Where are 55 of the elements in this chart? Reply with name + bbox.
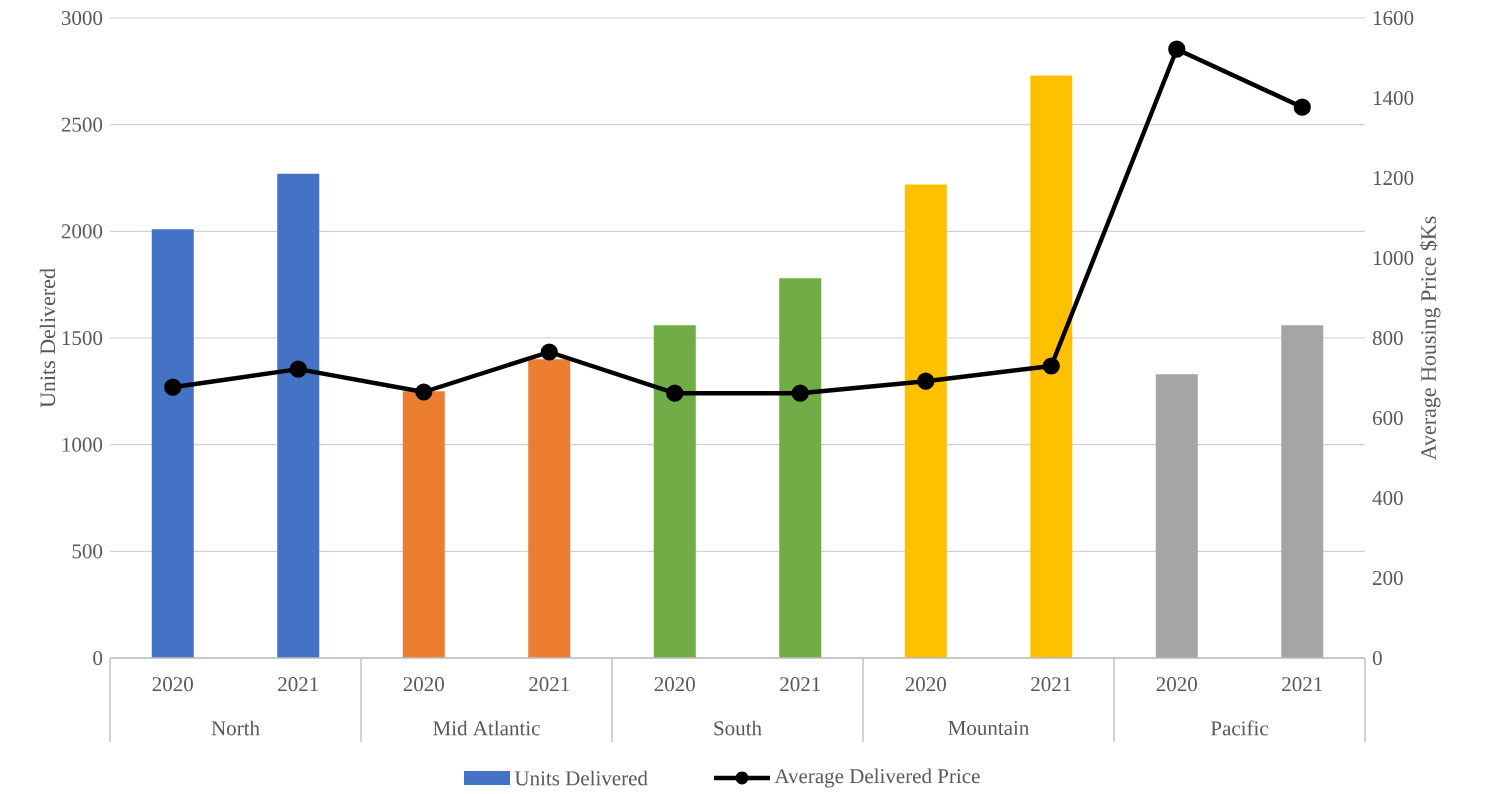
y-tick-label: 2000 bbox=[61, 224, 103, 239]
bar bbox=[1155, 374, 1198, 658]
text: South bbox=[714, 720, 762, 736]
bar bbox=[402, 391, 445, 658]
bar bbox=[1281, 325, 1324, 658]
legend-label: Units Delivered bbox=[514, 770, 648, 786]
y2-tick-label: 1200 bbox=[1373, 170, 1414, 186]
point bbox=[917, 372, 935, 390]
text: Pacific bbox=[1210, 720, 1269, 736]
point bbox=[1293, 98, 1311, 116]
x-tick-label: 2021 bbox=[529, 677, 569, 692]
y-tick-label: 1000 bbox=[62, 437, 103, 452]
bar bbox=[779, 278, 822, 658]
y-axis-title: Units Delivered bbox=[39, 268, 56, 408]
bar bbox=[904, 184, 947, 658]
point bbox=[164, 378, 182, 396]
bar bbox=[528, 359, 571, 658]
text: Mountain bbox=[948, 720, 1030, 736]
y2-tick-label: 1000 bbox=[1373, 250, 1414, 266]
bar bbox=[1030, 75, 1073, 658]
point bbox=[1168, 40, 1186, 58]
x-tick-label: 2020 bbox=[1156, 677, 1197, 692]
x-tick-label: 2021 bbox=[1031, 677, 1071, 692]
bar bbox=[653, 325, 696, 658]
y2-tick-label: 400 bbox=[1372, 490, 1403, 506]
point bbox=[540, 343, 558, 361]
x-tick-label: 2020 bbox=[403, 677, 444, 692]
x-tick-label: 2021 bbox=[278, 677, 318, 692]
bar bbox=[151, 229, 194, 658]
point bbox=[415, 383, 433, 401]
y2-tick-label: 1600 bbox=[1373, 10, 1414, 26]
y-tick-label: 0 bbox=[93, 650, 103, 666]
point bbox=[791, 384, 809, 402]
legend-label: Average Delivered Price bbox=[774, 768, 980, 788]
text: Mid Atlantic bbox=[433, 720, 540, 736]
point bbox=[1042, 357, 1060, 375]
point bbox=[289, 360, 307, 378]
y2-tick-label: 600 bbox=[1372, 410, 1403, 426]
point bbox=[666, 384, 684, 402]
y2-tick-label: 0 bbox=[1372, 650, 1382, 666]
x-tick-label: 2021 bbox=[780, 677, 820, 692]
y2-tick-label: 200 bbox=[1372, 570, 1403, 586]
y-tick-label: 500 bbox=[72, 544, 103, 559]
x-tick-label: 2020 bbox=[152, 677, 193, 692]
y2-axis-title: Average Housing Price $Ks bbox=[1419, 216, 1441, 461]
y2-tick-label: 800 bbox=[1372, 330, 1403, 346]
text: North bbox=[211, 720, 260, 736]
x-tick-label: 2021 bbox=[1282, 677, 1322, 692]
y2-tick-label: 1400 bbox=[1373, 90, 1414, 106]
x-tick-label: 2020 bbox=[654, 677, 695, 692]
bar bbox=[277, 173, 320, 658]
y-tick-label: 3000 bbox=[61, 10, 103, 26]
x-tick-label: 2020 bbox=[905, 677, 946, 692]
y-tick-label: 2500 bbox=[61, 117, 103, 132]
y-tick-label: 1500 bbox=[62, 330, 103, 346]
